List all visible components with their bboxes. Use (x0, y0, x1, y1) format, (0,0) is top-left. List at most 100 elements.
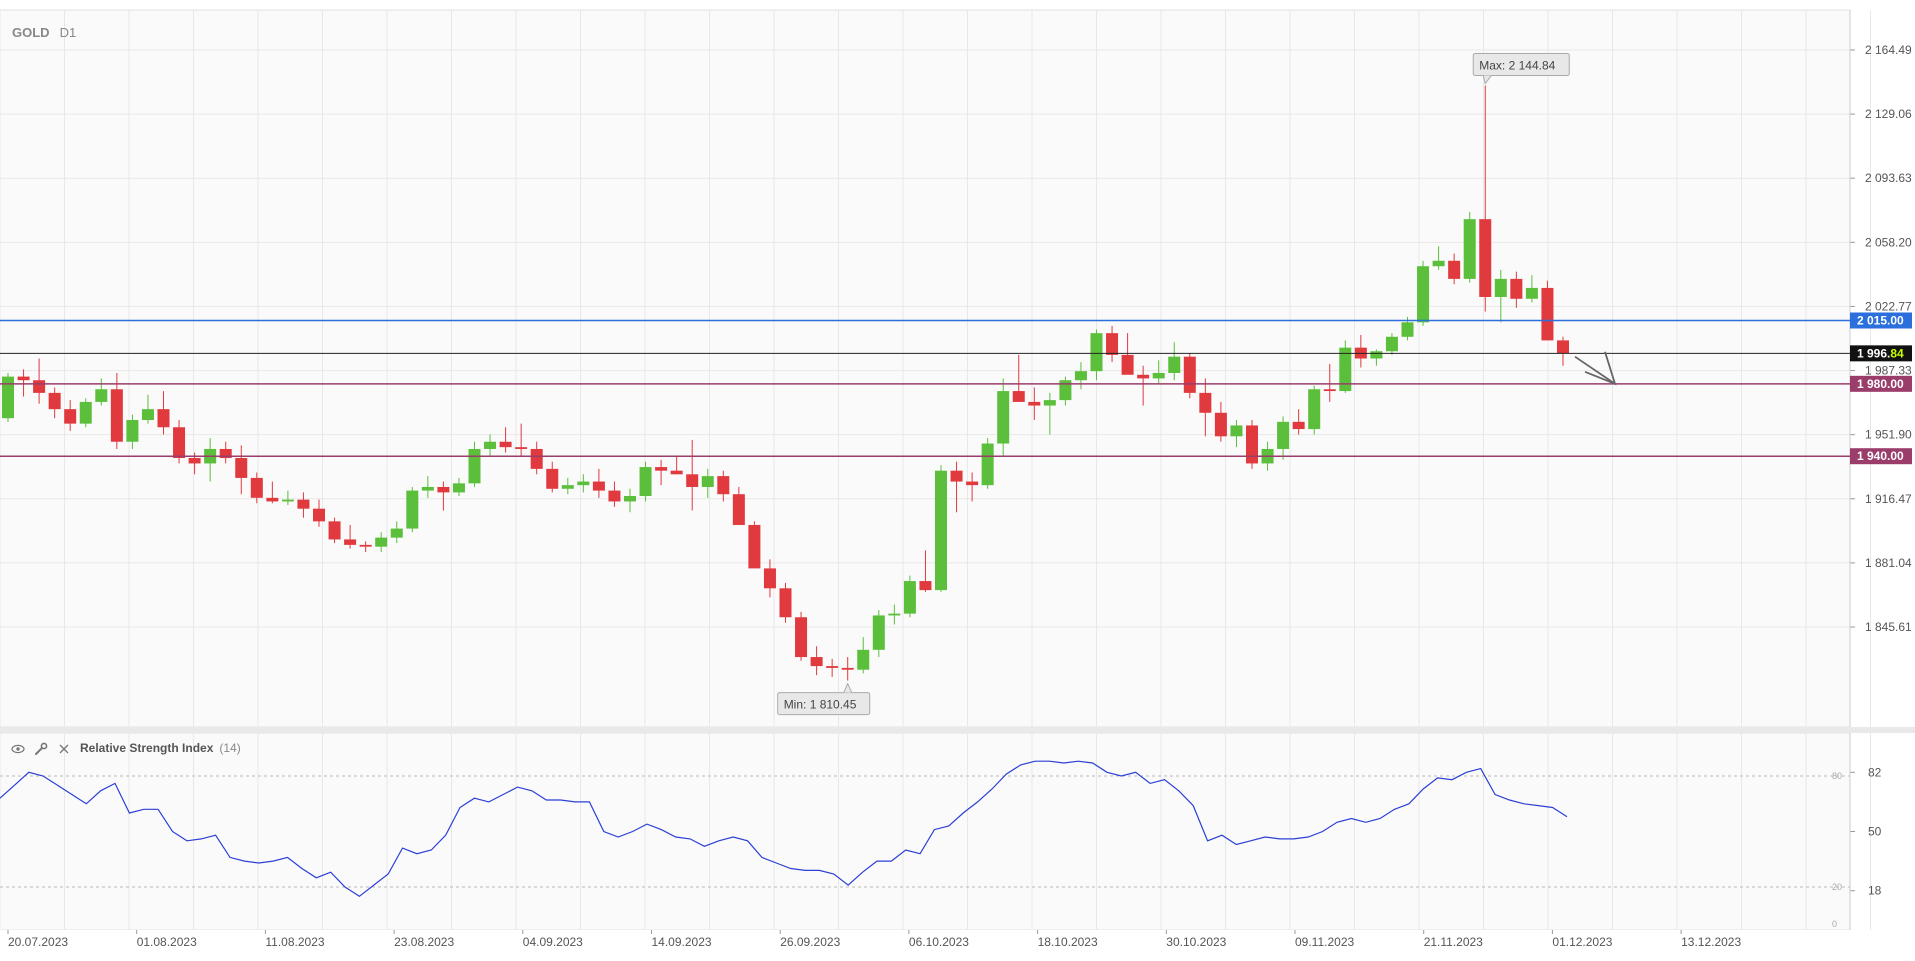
candle-bearish (608, 490, 621, 502)
candle-bearish (266, 497, 279, 502)
candle-bearish (17, 376, 30, 381)
level-label-resistance: 2 015.00 (1857, 313, 1904, 327)
candle-bearish (763, 568, 776, 589)
rsi-tick-label: 82 (1868, 765, 1882, 779)
candle-bearish (1137, 374, 1150, 379)
candle-bearish (810, 657, 823, 667)
candle-bullish (1494, 278, 1507, 297)
level-label-current: 1 996.84 (1857, 346, 1904, 360)
candle-bullish (79, 401, 92, 424)
price-tick-label: 2 164.49 (1865, 43, 1912, 57)
candle-bullish (281, 499, 294, 502)
wrench-icon[interactable] (31, 739, 51, 759)
candle-bearish (1012, 391, 1025, 402)
candle-bullish (1463, 219, 1476, 279)
candle-bullish (1090, 333, 1103, 372)
candle-bearish (173, 427, 186, 459)
rsi-small-tick: 0 (1832, 919, 1837, 929)
date-tick-label: 30.10.2023 (1166, 935, 1226, 949)
candle-bearish (1121, 354, 1134, 375)
candle-bearish (1199, 392, 1212, 413)
candle-bearish (530, 448, 543, 469)
candle-bearish (328, 521, 341, 540)
panel-divider (0, 727, 1915, 733)
candle-bullish (390, 528, 403, 538)
candle-bullish (1339, 347, 1352, 392)
candle-bearish (33, 380, 46, 393)
candle-bearish (437, 486, 450, 493)
candle-bearish (1557, 340, 1569, 354)
level-tag-current (1850, 345, 1912, 362)
candle-bullish (857, 649, 870, 670)
candle-bearish (297, 499, 310, 509)
symbol-label: GOLD D1 (12, 25, 76, 40)
level-label-support: 1 940.00 (1857, 449, 1904, 463)
candle-bullish (1043, 400, 1056, 406)
candle-bearish (686, 474, 699, 487)
price-tick-label: 1 881.04 (1865, 556, 1912, 570)
candle-bullish (2, 376, 14, 419)
candle-bullish (468, 448, 481, 484)
level-label-support: 1 980.00 (1857, 377, 1904, 391)
candle-bullish (1370, 351, 1383, 359)
min-callout-pointer (843, 682, 853, 693)
close-icon[interactable] (54, 739, 74, 759)
candle-bearish (1292, 421, 1305, 430)
candle-bullish (1308, 389, 1321, 430)
candle-bearish (313, 508, 325, 522)
candle-bullish (484, 441, 497, 449)
candle-bearish (717, 476, 730, 495)
level-tag-support (1850, 375, 1912, 392)
rsi-period: (14) (219, 741, 241, 755)
candle-bearish (1028, 401, 1041, 406)
candle-bullish (903, 581, 916, 614)
candle-bullish (701, 476, 714, 487)
candle-bearish (1183, 356, 1196, 393)
date-tick-label: 13.12.2023 (1681, 935, 1741, 949)
candle-bearish (1510, 278, 1523, 299)
candle-bearish (1246, 425, 1258, 464)
forecast-arrow-shaft (1574, 355, 1616, 385)
candle-bullish (577, 481, 590, 486)
price-tick-label: 1 987.33 (1865, 364, 1912, 378)
candle-bullish (1417, 266, 1430, 323)
candle-bullish (888, 613, 901, 616)
date-tick-label: 23.08.2023 (394, 935, 454, 949)
level-tag-resistance (1850, 312, 1912, 329)
candle-bullish (95, 389, 108, 402)
candle-bearish (48, 392, 61, 410)
candle-bearish (250, 477, 263, 498)
candle-bearish (235, 458, 248, 478)
candle-bearish (732, 494, 745, 525)
candle-bearish (1214, 412, 1227, 437)
candle-bearish (919, 581, 932, 591)
level-label-tail: 84 (1890, 346, 1904, 360)
candle-bearish (1541, 287, 1554, 341)
candle-bullish (141, 409, 154, 421)
candle-bullish (624, 496, 636, 502)
candle-bullish (1525, 287, 1538, 299)
candle-bullish (639, 467, 652, 497)
symbol-name: GOLD (12, 25, 50, 40)
eye-icon[interactable] (8, 739, 28, 759)
rsi-panel-bg (0, 732, 1851, 931)
rsi-title: Relative Strength Index (14) (80, 741, 241, 755)
candle-bullish (126, 420, 139, 442)
candle-bearish (841, 667, 854, 670)
date-tick-label: 01.12.2023 (1552, 935, 1612, 949)
max-callout-label: Max: 2 144.84 (1479, 59, 1555, 73)
candle-bearish (1323, 389, 1336, 392)
date-tick-label: 14.09.2023 (652, 935, 712, 949)
price-tick-label: 2 058.20 (1865, 235, 1912, 249)
candle-bearish (670, 470, 683, 475)
date-axis-bg (0, 930, 1915, 961)
candle-bullish (1074, 371, 1087, 381)
date-tick-label: 01.08.2023 (137, 935, 197, 949)
date-tick-label: 11.08.2023 (265, 935, 324, 949)
candle-bearish (1106, 333, 1119, 355)
candle-bearish (499, 441, 512, 448)
eye-icon-glyph (11, 744, 25, 754)
rsi-small-tick: 80 (1832, 771, 1842, 781)
